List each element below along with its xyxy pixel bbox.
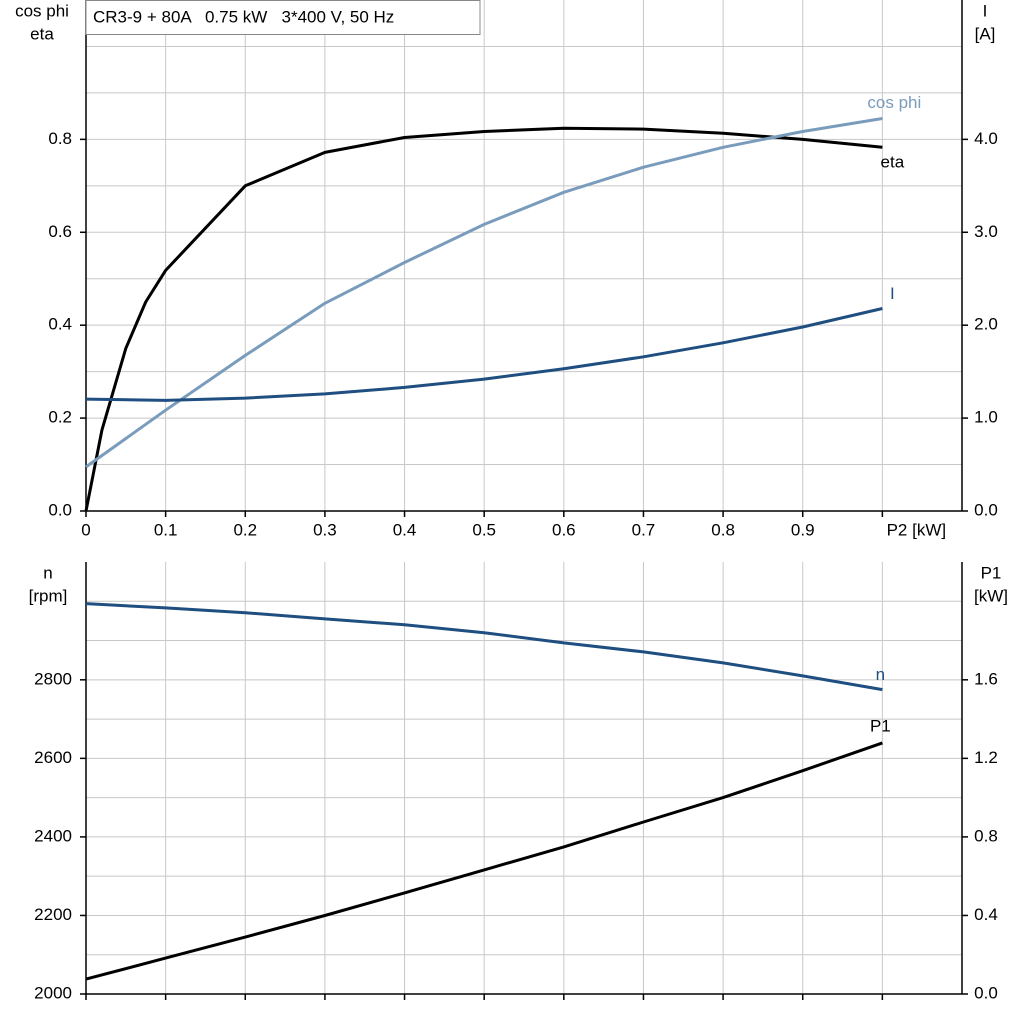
title-box	[85, 0, 481, 35]
x-tick-label: 0.6	[552, 520, 576, 539]
chart-title: CR3-9 + 80A 0.75 kW 3*400 V, 50 Hz	[93, 7, 394, 26]
x-tick-label: 0.9	[791, 520, 815, 539]
series-line	[85, 117, 883, 469]
y-axis-label: [rpm]	[29, 586, 68, 605]
x-tick-label: 0	[81, 520, 90, 539]
y2-axis-label: I	[983, 1, 988, 20]
x-tick-label: 0.5	[472, 520, 496, 539]
y-axis-label: n	[43, 563, 52, 582]
y-tick-label: 0.2	[48, 408, 72, 427]
y-tick-label: 2600	[34, 748, 72, 767]
y2-tick-label: 0.0	[974, 983, 998, 1002]
y2-tick-label: 2.0	[974, 315, 998, 334]
y2-tick-label: 0.4	[974, 905, 998, 924]
series-label: I	[890, 284, 895, 303]
y2-tick-label: 1.6	[974, 669, 998, 688]
series-line	[85, 741, 883, 981]
y2-tick-label: 4.0	[974, 129, 998, 148]
y2-axis-label: P1	[981, 563, 1002, 582]
y-tick-label: 2400	[34, 826, 72, 845]
y-axis-label: cos phi	[15, 1, 69, 20]
y2-tick-label: 1.0	[974, 408, 998, 427]
x-tick-label: 0.4	[393, 520, 417, 539]
y-tick-label: 2800	[34, 669, 72, 688]
y-tick-label: 2000	[34, 983, 72, 1002]
y2-tick-label: 1.2	[974, 748, 998, 767]
x-tick-label: 0.7	[632, 520, 656, 539]
y2-axis-label: [kW]	[974, 586, 1008, 605]
x-tick-label: 0.3	[313, 520, 337, 539]
y-axis-label: eta	[30, 24, 54, 43]
x-tick-label: P2 [kW]	[887, 520, 947, 539]
x-tick-label: 0.2	[233, 520, 257, 539]
series-label: cos phi	[867, 93, 921, 112]
series-label: P1	[870, 716, 891, 735]
y-tick-label: 0.8	[48, 129, 72, 148]
series-label: n	[876, 665, 885, 684]
y-tick-label: 0.6	[48, 222, 72, 241]
y2-tick-label: 0.0	[974, 500, 998, 519]
y2-tick-label: 0.8	[974, 826, 998, 845]
y2-axis-label: [A]	[975, 24, 996, 43]
x-tick-label: 0.8	[711, 520, 735, 539]
series-line	[85, 602, 883, 692]
y2-tick-label: 3.0	[974, 222, 998, 241]
series-label: eta	[881, 153, 905, 172]
series-line	[84, 126, 883, 512]
y-tick-label: 2200	[34, 905, 72, 924]
x-tick-label: 0.1	[154, 520, 178, 539]
series-line	[85, 307, 883, 402]
y-tick-label: 0.4	[48, 315, 72, 334]
y-tick-label: 0.0	[48, 500, 72, 519]
